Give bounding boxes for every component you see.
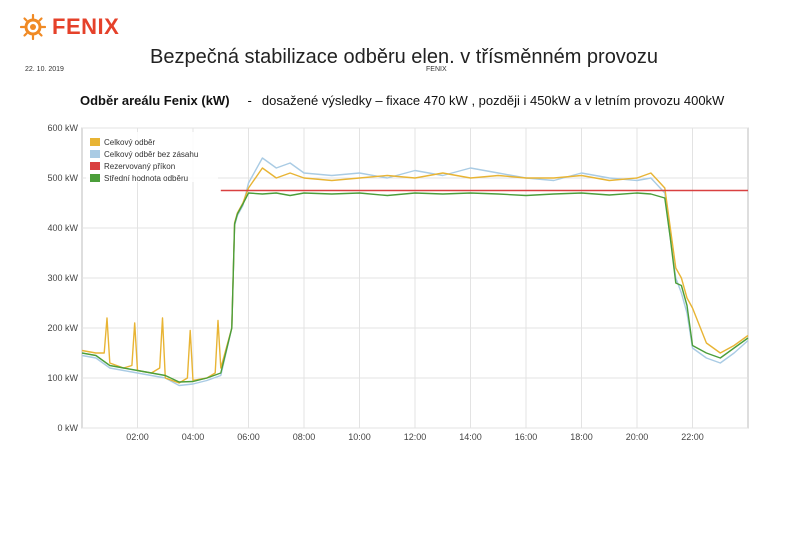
x-tick-label: 04:00 <box>182 432 205 442</box>
legend-label: Střední hodnota odběru <box>104 174 188 183</box>
x-tick-label: 22:00 <box>681 432 704 442</box>
logo-text: FENIX <box>52 14 120 39</box>
y-tick-label: 0 kW <box>57 423 78 433</box>
date-label: 22. 10. 2019 <box>25 66 64 73</box>
legend-label: Rezervovaný příkon <box>104 162 175 171</box>
company-label: FENIX <box>426 66 447 73</box>
legend: Celkový odběr Celkový odběr bez zásahu Rez… <box>86 132 218 183</box>
y-tick-label: 100 kW <box>47 373 78 383</box>
series-line <box>81 192 749 383</box>
legend-box <box>86 132 218 182</box>
x-tick-label: 16:00 <box>515 432 538 442</box>
title-dash: - <box>247 93 252 108</box>
y-tick-label: 400 kW <box>47 223 78 233</box>
fenix-logo: FENIX <box>20 14 119 40</box>
legend-swatch <box>90 150 100 158</box>
legend-swatch <box>90 138 100 146</box>
chart-subtitle-row: Odběr areálu Fenix (kW) - dosažené výsledk… <box>80 93 724 108</box>
legend-label: Celkový odběr bez zásahu <box>104 150 198 159</box>
x-tick-label: 02:00 <box>126 432 149 442</box>
y-tick-label: 500 kW <box>47 173 78 183</box>
x-tick-label: 14:00 <box>459 432 482 442</box>
y-tick-label: 200 kW <box>47 323 78 333</box>
y-tick-label: 600 kW <box>47 123 78 133</box>
x-tick-label: 20:00 <box>626 432 649 442</box>
x-tick-label: 08:00 <box>293 432 316 442</box>
x-tick-label: 06:00 <box>237 432 260 442</box>
consumption-chart: 0 kW 100 kW 200 kW 300 kW 400 kW 500 kW 600 kW… <box>47 123 749 442</box>
chart-subtitle: dosažené výsledky – fixace 470 kW , pozd… <box>261 93 725 108</box>
legend-label: Celkový odběr <box>104 138 155 147</box>
x-tick-label: 10:00 <box>348 432 371 442</box>
page-title: Bezpečná stabilizace odběru elen. v třís… <box>150 46 659 68</box>
y-tick-label: 300 kW <box>47 273 78 283</box>
sun-logo-icon <box>20 14 46 40</box>
legend-swatch <box>90 174 100 182</box>
legend-swatch <box>90 162 100 170</box>
series-layer <box>81 157 749 387</box>
chart-title: Odběr areálu Fenix (kW) <box>80 93 230 108</box>
x-tick-label: 18:00 <box>570 432 593 442</box>
x-tick-label: 12:00 <box>404 432 427 442</box>
axis-layer: 0 kW 100 kW 200 kW 300 kW 400 kW 500 kW 600 kW… <box>47 123 703 442</box>
